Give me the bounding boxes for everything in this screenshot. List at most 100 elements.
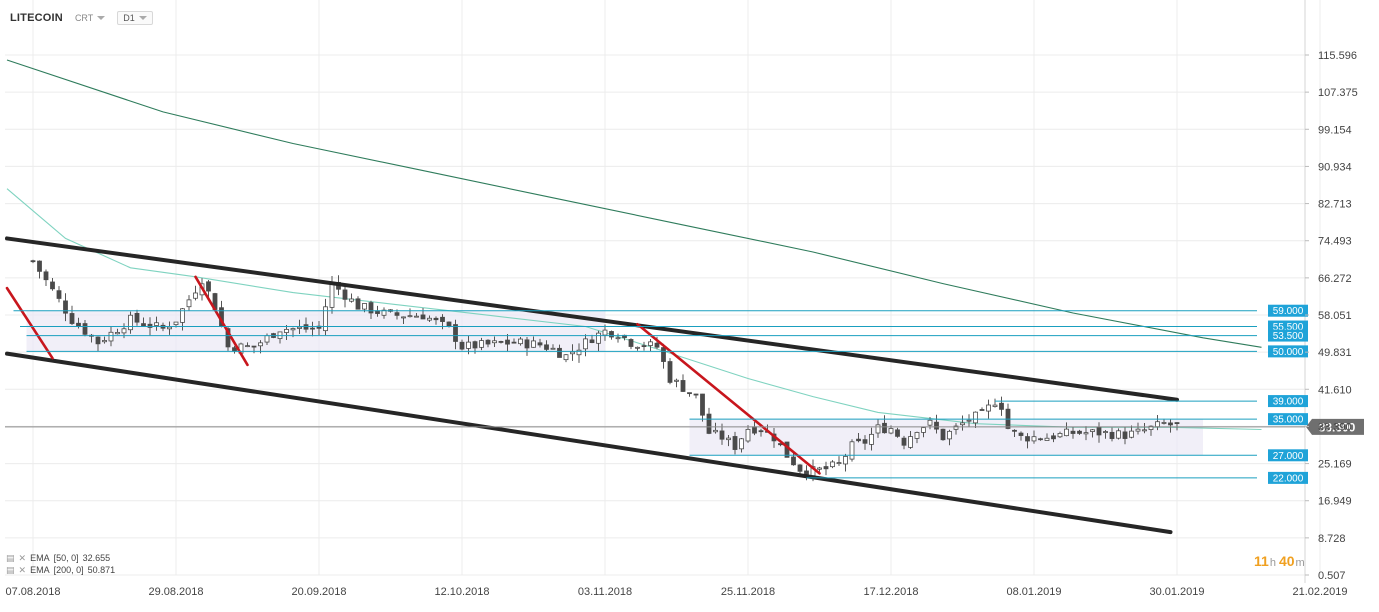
trend-line-red <box>5 286 54 360</box>
candle-body <box>37 260 42 272</box>
candle-body <box>966 419 972 422</box>
candle-body <box>524 339 530 349</box>
y-tick-label: 33.390 <box>1318 421 1352 433</box>
candle-body <box>973 411 978 424</box>
candle <box>1129 425 1134 439</box>
candle-body <box>550 347 556 350</box>
candle <box>1116 428 1121 440</box>
candle <box>30 259 36 264</box>
candle <box>381 307 387 319</box>
legend-value: 50.871 <box>87 565 116 575</box>
y-tick-label: 82.713 <box>1318 199 1352 211</box>
candle <box>687 392 692 397</box>
level-label: 50.000 <box>1273 347 1304 358</box>
legend-params: [50, 0] <box>53 553 79 563</box>
candle <box>401 316 406 324</box>
candle-body <box>1031 436 1037 442</box>
candle <box>102 336 107 344</box>
candle-body <box>1018 432 1024 436</box>
close-icon[interactable]: ✕ <box>18 553 27 563</box>
candle <box>1109 427 1115 442</box>
ema-200-line <box>6 59 1262 348</box>
candle-body <box>1070 430 1076 434</box>
candle <box>1025 433 1030 449</box>
x-tick-label: 03.11.2018 <box>578 586 632 598</box>
level-badge <box>1268 345 1308 358</box>
x-tick-label: 30.01.2019 <box>1149 586 1204 598</box>
close-icon[interactable]: ✕ <box>18 565 27 575</box>
candle <box>999 396 1004 416</box>
candle <box>50 277 55 291</box>
candle <box>115 328 120 335</box>
candle-body <box>914 432 920 439</box>
candle-body <box>674 379 679 382</box>
candle-countdown: 11h 40m <box>1254 553 1308 569</box>
candle-body <box>875 424 881 434</box>
candle <box>63 293 68 322</box>
candle <box>1018 431 1024 441</box>
candle <box>992 398 998 408</box>
candle <box>511 338 517 344</box>
candle <box>986 399 991 419</box>
timeframe-selector[interactable]: D1 <box>117 11 153 25</box>
candle <box>615 333 621 343</box>
candle-body <box>791 456 796 466</box>
settings-icon[interactable]: ▤ <box>6 553 15 563</box>
candle <box>492 336 497 348</box>
candle-body <box>667 361 673 383</box>
candle-body <box>498 341 504 343</box>
candle <box>882 415 887 434</box>
candle <box>368 300 374 319</box>
candle-body <box>999 402 1004 410</box>
candle <box>914 431 920 444</box>
candle-body <box>1077 430 1082 434</box>
candle <box>583 334 588 357</box>
legend-row-ema50[interactable]: ▤ ✕ EMA [50, 0] 32.655 <box>6 552 115 564</box>
candle-body <box>258 342 263 347</box>
x-tick-label: 17.12.2018 <box>863 586 918 598</box>
candle-body <box>843 456 848 465</box>
legend-row-ema200[interactable]: ▤ ✕ EMA [200, 0] 50.871 <box>6 564 115 576</box>
candle-body <box>557 347 562 358</box>
candle-body <box>940 428 946 441</box>
candle-body <box>895 429 900 437</box>
candle-body <box>856 438 861 442</box>
candle <box>518 337 523 346</box>
level-badge <box>1268 471 1308 484</box>
candle <box>310 321 315 337</box>
candle-body <box>739 438 744 450</box>
candle <box>869 427 874 451</box>
candle <box>1161 418 1167 425</box>
y-tick-label: 49.831 <box>1318 347 1352 359</box>
candle <box>726 434 731 447</box>
candle <box>823 461 829 476</box>
candle-body <box>732 436 738 450</box>
settings-icon[interactable]: ▤ <box>6 565 15 575</box>
candle-body <box>186 299 192 308</box>
x-tick-label: 20.09.2018 <box>291 586 346 598</box>
candle-body <box>43 271 49 281</box>
candle-body <box>485 339 491 345</box>
timer-hours: 11 <box>1254 553 1269 569</box>
candle <box>628 338 634 350</box>
candle-body <box>908 436 913 448</box>
candle <box>953 423 959 435</box>
candle-body <box>56 290 62 299</box>
candle-body <box>1044 437 1050 441</box>
candle <box>1070 426 1076 439</box>
candle <box>1012 429 1017 438</box>
candle-body <box>1064 428 1069 437</box>
candle <box>700 393 705 422</box>
candle <box>732 431 738 455</box>
candle-body <box>1135 428 1141 432</box>
candle-body <box>102 340 107 343</box>
candle-body <box>927 419 933 426</box>
candle <box>1005 403 1011 430</box>
market-selector[interactable]: CRT <box>71 11 109 25</box>
candle <box>284 324 289 340</box>
level-badge <box>1268 449 1308 462</box>
candle <box>245 342 250 348</box>
x-tick-label: 25.11.2018 <box>721 586 775 598</box>
